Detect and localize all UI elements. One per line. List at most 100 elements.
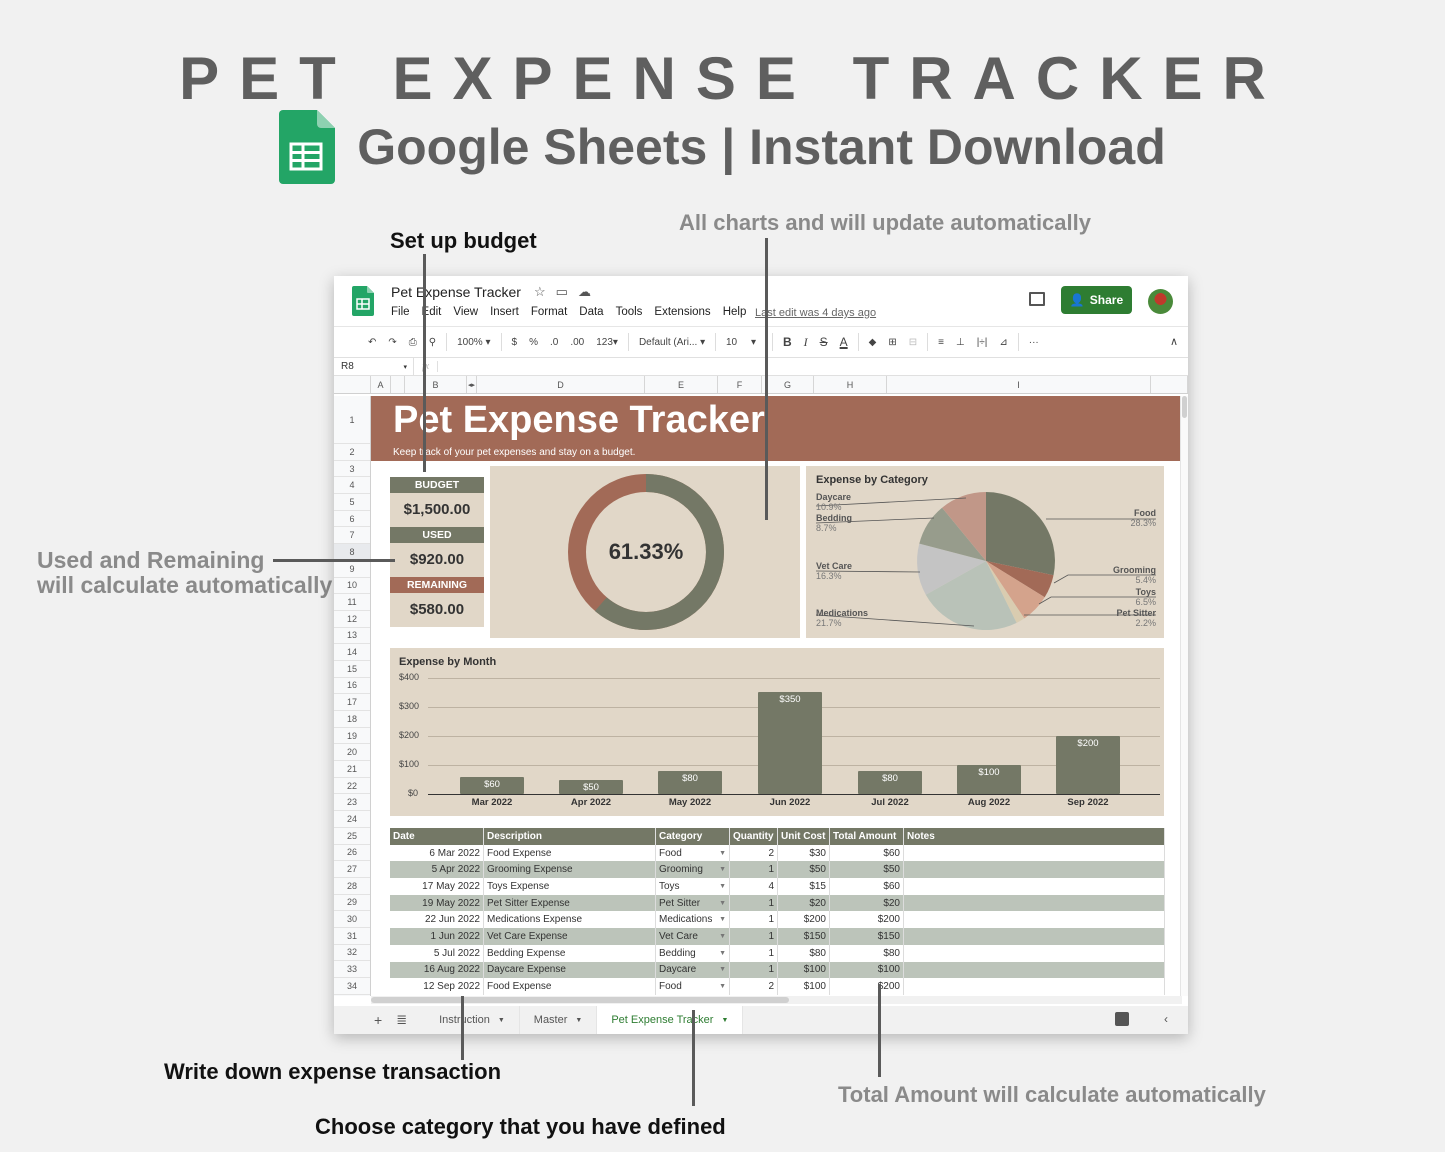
bar-jun-2022[interactable]: $350 <box>758 692 822 794</box>
sheets-home-icon[interactable] <box>352 286 374 316</box>
menu-data[interactable]: Data <box>579 306 604 318</box>
header-unit-cost[interactable]: Unit Cost <box>778 828 830 845</box>
expense-by-month-chart[interactable]: Expense by Month $400 $300 $200 $100 $0 … <box>390 648 1164 816</box>
font-select[interactable]: Default (Ari... ▾ <box>638 336 706 348</box>
row-header[interactable]: 1 <box>334 396 370 444</box>
cell-description[interactable]: Daycare Expense <box>484 961 656 979</box>
cell-unit-cost[interactable]: $15 <box>778 878 830 895</box>
text-rotation-icon[interactable]: ⊿ <box>999 336 1008 348</box>
add-sheet-icon[interactable]: + <box>374 1012 383 1028</box>
category-dropdown[interactable]: Grooming ▼ <box>656 861 730 879</box>
cell-notes[interactable] <box>904 944 1165 962</box>
row-header[interactable]: 30 <box>334 911 370 928</box>
cell-unit-cost[interactable]: $200 <box>778 911 830 929</box>
row-header[interactable]: 28 <box>334 878 370 895</box>
cell-date[interactable]: 19 May 2022 <box>390 894 484 912</box>
merge-cells-icon[interactable]: ⊟ <box>908 336 918 348</box>
side-panel-toggle-icon[interactable]: ‹ <box>1164 1012 1168 1026</box>
cell-date[interactable]: 16 Aug 2022 <box>390 961 484 979</box>
cloud-status-icon[interactable]: ☁ <box>577 284 591 299</box>
more-formats-button[interactable]: 123▾ <box>596 336 618 348</box>
cell-description[interactable]: Food Expense <box>484 978 656 995</box>
cell-quantity[interactable]: 1 <box>730 928 778 945</box>
category-dropdown[interactable]: Daycare ▼ <box>656 961 730 979</box>
cell-quantity[interactable]: 1 <box>730 911 778 929</box>
cell-quantity[interactable]: 2 <box>730 844 778 862</box>
redo-icon[interactable]: ↷ <box>388 336 397 348</box>
cell-quantity[interactable]: 1 <box>730 894 778 912</box>
all-sheets-icon[interactable]: ≣ <box>396 1012 408 1027</box>
expense-by-category-chart[interactable]: Expense by Category <box>806 466 1164 638</box>
bar-mar-2022[interactable]: $60 <box>460 777 524 794</box>
row-header[interactable]: 29 <box>334 895 370 912</box>
bold-button[interactable]: B <box>782 335 792 349</box>
row-header[interactable]: 6 <box>334 511 370 528</box>
cell-unit-cost[interactable]: $100 <box>778 961 830 979</box>
row-header[interactable]: 27 <box>334 861 370 878</box>
comment-history-icon[interactable] <box>1029 292 1045 306</box>
decrease-decimal-button[interactable]: .0 <box>549 336 559 348</box>
tab-pet-expense-tracker[interactable]: Pet Expense Tracker ▼ <box>597 1006 744 1034</box>
tab-master[interactable]: Master ▼ <box>520 1006 598 1034</box>
scrollbar-thumb[interactable] <box>1182 396 1187 418</box>
hidden-column-toggle[interactable]: ◂▸ <box>467 376 477 393</box>
category-dropdown[interactable]: Food ▼ <box>656 844 730 862</box>
cell-description[interactable]: Vet Care Expense <box>484 928 656 945</box>
row-header[interactable]: 9 <box>334 561 370 578</box>
menu-edit[interactable]: Edit <box>421 306 442 318</box>
row-header[interactable]: 25 <box>334 828 370 845</box>
name-box[interactable]: R8 ▾ <box>334 358 414 375</box>
cell-quantity[interactable]: 1 <box>730 961 778 979</box>
italic-button[interactable]: I <box>803 334 808 349</box>
vertical-align-icon[interactable]: ⊥ <box>955 336 965 348</box>
borders-icon[interactable]: ⊞ <box>888 336 897 348</box>
move-folder-icon[interactable]: ▭ <box>555 284 568 299</box>
bar-aug-2022[interactable]: $100 <box>957 765 1021 794</box>
menu-view[interactable]: View <box>453 306 479 318</box>
bar-apr-2022[interactable]: $50 <box>559 780 623 794</box>
cell-notes[interactable] <box>904 978 1165 995</box>
cell-description[interactable]: Toys Expense <box>484 878 656 895</box>
cell-description[interactable]: Medications Expense <box>484 911 656 929</box>
cell-unit-cost[interactable]: $50 <box>778 861 830 879</box>
cell-unit-cost[interactable]: $150 <box>778 928 830 945</box>
cell-quantity[interactable]: 4 <box>730 878 778 895</box>
row-header[interactable]: 19 <box>334 728 370 745</box>
row-header[interactable]: 3 <box>334 461 370 478</box>
cell-notes[interactable] <box>904 894 1165 912</box>
cell-notes[interactable] <box>904 878 1165 895</box>
row-header[interactable]: 17 <box>334 694 370 711</box>
cell-date[interactable]: 12 Sep 2022 <box>390 978 484 995</box>
tab-instruction[interactable]: Instruction ▼ <box>425 1006 520 1034</box>
zoom-select[interactable]: 100% ▾ <box>457 336 491 348</box>
horizontal-scrollbar[interactable] <box>371 996 1182 1004</box>
cell-description[interactable]: Pet Sitter Expense <box>484 894 656 912</box>
header-notes[interactable]: Notes <box>904 828 1165 845</box>
cell-quantity[interactable]: 1 <box>730 861 778 879</box>
cell-notes[interactable] <box>904 961 1165 979</box>
row-header[interactable]: 31 <box>334 928 370 945</box>
header-date[interactable]: Date <box>390 828 484 845</box>
row-header[interactable]: 7 <box>334 527 370 545</box>
cell-quantity[interactable]: 1 <box>730 944 778 962</box>
row-header[interactable]: 13 <box>334 628 370 645</box>
explore-icon[interactable] <box>1115 1012 1129 1026</box>
category-dropdown[interactable]: Vet Care ▼ <box>656 928 730 945</box>
column-header[interactable]: G <box>762 376 814 393</box>
share-button[interactable]: 👤 Share <box>1061 286 1132 314</box>
horizontal-align-icon[interactable]: ≡ <box>938 336 944 348</box>
cell-unit-cost[interactable]: $80 <box>778 944 830 962</box>
bar-jul-2022[interactable]: $80 <box>858 771 922 794</box>
column-header[interactable]: D <box>477 376 645 393</box>
vertical-scrollbar[interactable] <box>1180 396 1188 996</box>
increase-decimal-button[interactable]: .00 <box>570 336 585 348</box>
column-header[interactable]: I <box>887 376 1151 393</box>
row-header[interactable]: 4 <box>334 477 370 495</box>
cell-unit-cost[interactable]: $100 <box>778 978 830 995</box>
menu-tools[interactable]: Tools <box>615 306 643 318</box>
text-wrap-icon[interactable]: |÷| <box>976 336 988 348</box>
column-header[interactable]: H <box>814 376 887 393</box>
header-total-amount[interactable]: Total Amount <box>830 828 904 845</box>
row-header[interactable]: 32 <box>334 945 370 962</box>
row-header[interactable]: 26 <box>334 845 370 862</box>
